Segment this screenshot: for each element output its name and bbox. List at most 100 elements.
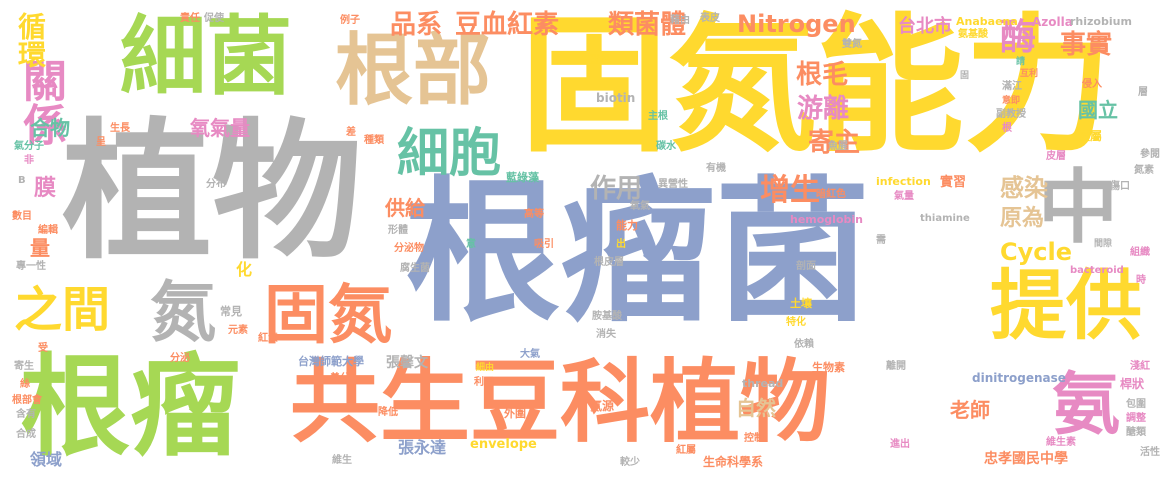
cloud-word: 原為 <box>1000 206 1045 231</box>
cloud-word: B <box>18 175 26 186</box>
cloud-word: 絲 <box>20 379 30 390</box>
cloud-word: envelope <box>470 437 537 452</box>
cloud-word: 請 <box>1016 57 1026 67</box>
cloud-word: 酶 <box>1000 17 1037 58</box>
cloud-word: 氨基酸 <box>958 29 988 40</box>
cloud-word: 專一性 <box>16 261 46 272</box>
cloud-word: 傷口 <box>1110 181 1130 192</box>
cloud-word: 特化 <box>786 317 806 328</box>
cloud-word: dinitrogenase <box>972 371 1066 385</box>
cloud-word: 維生 <box>332 455 352 466</box>
cloud-word: 氣量 <box>894 191 914 202</box>
cloud-word: 意 <box>466 239 476 250</box>
cloud-word: 循環 <box>14 12 47 68</box>
cloud-word: 根 <box>1002 123 1012 134</box>
cloud-word: 寄生 <box>14 361 34 372</box>
cloud-word: 大氣 <box>520 349 540 360</box>
cloud-word: 需 <box>876 235 886 246</box>
cloud-word: 土壤 <box>790 297 812 310</box>
cloud-word: 滿江 <box>1002 81 1022 92</box>
cloud-word: 共生豆科植物 <box>290 350 830 455</box>
cloud-word: 類菌體 <box>608 10 687 40</box>
cloud-word: 促使 <box>204 13 224 24</box>
cloud-word: 種類 <box>364 135 384 146</box>
cloud-word: Anabaena <box>956 15 1018 28</box>
cloud-word: 分泌物 <box>394 243 424 254</box>
cloud-word: 氮素 <box>1134 165 1154 176</box>
cloud-word: 副教授 <box>996 109 1026 120</box>
cloud-word: 根毛 <box>796 60 849 90</box>
cloud-word: 氨 <box>1052 366 1121 445</box>
cloud-word: 吸引 <box>534 239 554 250</box>
cloud-word: 較少 <box>620 457 640 468</box>
cloud-word: 桿狀 <box>1120 377 1145 391</box>
cloud-word: 張馨文 <box>386 355 428 371</box>
cloud-word: 固氮能力 <box>520 0 1112 172</box>
cloud-word: 參閱 <box>1140 149 1160 160</box>
cloud-word: 作用 <box>590 174 643 204</box>
cloud-word: 皮層 <box>1046 151 1066 162</box>
cloud-word: 藻屬 <box>1078 129 1103 143</box>
cloud-word: 層 <box>1138 87 1148 98</box>
cloud-word: 離開 <box>886 361 906 372</box>
cloud-word: 胺基酸 <box>592 311 622 322</box>
cloud-word: 腐生菌 <box>400 263 430 274</box>
cloud-word: 侵入 <box>1082 79 1102 90</box>
cloud-word: 暗紅色 <box>816 189 846 200</box>
cloud-word: 受 <box>38 343 48 354</box>
cloud-word: 依賴 <box>794 339 814 350</box>
cloud-word: 關係 <box>15 58 66 146</box>
cloud-word: 細胞 <box>397 124 502 184</box>
cloud-word: 氮 <box>150 274 216 351</box>
cloud-word: 表皮 <box>700 13 720 24</box>
cloud-word: 外圍 <box>504 407 526 420</box>
cloud-word: 豆血紅素 <box>455 10 560 40</box>
cloud-word: 含有 <box>16 409 36 420</box>
cloud-word: 責任 <box>180 13 200 24</box>
cloud-word: 控制 <box>744 433 764 444</box>
cloud-word: 寄主 <box>808 128 861 158</box>
cloud-word: 自然 <box>736 396 776 420</box>
cloud-word: 紅素 <box>258 333 278 344</box>
cloud-word: 提供 <box>990 261 1142 350</box>
cloud-word: 生命科學系 <box>703 455 764 469</box>
cloud-word: 忠孝國民中學 <box>984 451 1068 467</box>
cloud-word: Azolla <box>1032 15 1073 29</box>
cloud-word: 量 <box>30 236 50 260</box>
cloud-word: 進出 <box>890 439 910 450</box>
cloud-word: 供給 <box>385 196 425 220</box>
cloud-word: infection <box>876 175 931 188</box>
cloud-word: 呈 <box>96 137 106 148</box>
cloud-word: 根皮層 <box>594 257 624 268</box>
cloud-word: 消失 <box>596 329 616 340</box>
cloud-word: 碳水 <box>656 141 676 152</box>
cloud-word: 根部 <box>335 26 492 116</box>
cloud-word: 組織 <box>1130 247 1150 258</box>
cloud-word: 氣分子 <box>14 141 44 152</box>
cloud-word: 魚腥 <box>828 141 848 152</box>
cloud-word: 藉由 <box>670 15 690 26</box>
cloud-word: 氧氣 <box>630 201 650 212</box>
cloud-word: 生長 <box>110 123 130 134</box>
cloud-word: 合物 <box>30 116 70 140</box>
cloud-word: 剖面 <box>796 261 816 272</box>
cloud-word: 活性 <box>1140 447 1160 458</box>
cloud-word: hemoglobin <box>790 213 863 226</box>
cloud-word: 台北市 <box>898 16 952 37</box>
cloud-word: 細菌 <box>120 7 292 107</box>
cloud-word: 游離 <box>797 94 850 124</box>
cloud-word: thread <box>742 377 784 390</box>
cloud-word: 數目 <box>12 211 32 222</box>
cloud-word: 固 <box>960 71 970 81</box>
cloud-word: 醣類 <box>1126 427 1146 438</box>
cloud-word: 分泌 <box>170 353 190 364</box>
cloud-word: 之間 <box>14 282 111 338</box>
cloud-word: 化 <box>236 260 253 279</box>
cloud-word: 調整 <box>1126 413 1146 424</box>
cloud-word: 中 <box>1038 161 1118 254</box>
cloud-word: 生物素 <box>812 361 845 374</box>
cloud-word: 元素 <box>228 325 248 336</box>
cloud-word: biotin <box>596 91 636 105</box>
cloud-word: 國立 <box>1078 98 1118 122</box>
cloud-word: 互利 <box>1020 69 1039 79</box>
